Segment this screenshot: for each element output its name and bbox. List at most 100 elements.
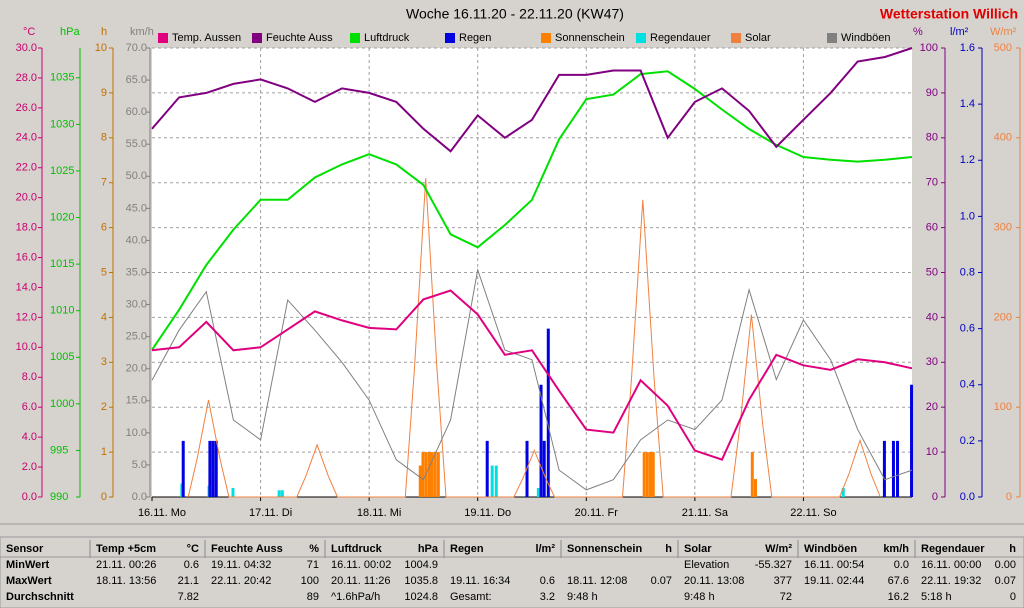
tick-label: 100	[994, 401, 1012, 413]
tick-label: 35.0	[126, 266, 147, 278]
legend-label: Windböen	[841, 32, 891, 44]
axis-unit: %	[913, 26, 923, 38]
tick-label: 12.0	[16, 311, 37, 323]
station-name: Wetterstation Willich	[880, 6, 1018, 22]
column-unit: °C	[187, 543, 199, 555]
tick-label: 995	[50, 444, 68, 456]
series-bar	[427, 452, 431, 497]
legend-swatch	[445, 33, 455, 43]
tick-label: 22.0	[16, 162, 37, 174]
cell-value: 0.07	[651, 575, 672, 587]
series-line	[151, 289, 913, 461]
cell-text: 22.11. 19:32	[921, 575, 981, 587]
series-bar	[882, 440, 886, 497]
legend-swatch	[252, 33, 262, 43]
tick-label: 1	[101, 446, 107, 458]
tick-label: 3	[101, 356, 107, 368]
tick-label: 1025	[50, 165, 74, 177]
series-bar	[651, 452, 655, 497]
column-unit: W/m²	[765, 543, 792, 555]
column-unit: h	[665, 543, 672, 555]
tick-label: 6.0	[22, 401, 37, 413]
tick-label: 45.0	[126, 202, 147, 214]
series-bar	[649, 452, 653, 497]
column-name: Windböen	[804, 543, 857, 555]
legend-label: Sonnenschein	[555, 32, 625, 44]
column-unit: h	[1009, 543, 1016, 555]
tick-label: 1010	[50, 305, 74, 317]
tick-label: 400	[994, 132, 1012, 144]
stats-table-bg	[0, 536, 1024, 608]
tick-label: 30	[926, 356, 938, 368]
tick-label: 0	[1006, 491, 1012, 503]
tick-label: 1000	[50, 398, 74, 410]
cell-value: 377	[774, 575, 792, 587]
tick-label: 80	[926, 132, 938, 144]
column-unit: l/m²	[535, 543, 555, 555]
stats-table: Sensor Temp +5cm °C Feuchte Auss% Luftdruck h…	[0, 540, 1024, 603]
tick-label: 70	[926, 177, 938, 189]
tick-label: 990	[50, 491, 68, 503]
series-bar	[418, 465, 422, 497]
row-label: MinWert	[6, 559, 50, 571]
cell-text: 20.11. 13:08	[684, 575, 744, 587]
axis-unit: °C	[23, 26, 35, 38]
tick-label: 1035	[50, 72, 74, 84]
column-name: Regen	[450, 543, 484, 555]
tick-label: 2	[101, 401, 107, 413]
tick-label: 20.0	[126, 363, 147, 375]
tick-label: 20.0	[16, 192, 37, 204]
axis-unit: km/h	[130, 26, 154, 38]
series-bar	[896, 440, 900, 497]
cell-value: 89	[307, 591, 319, 603]
tick-label: 65.0	[126, 74, 147, 86]
cell-value: -55.327	[755, 559, 792, 571]
tick-label: 25.0	[126, 331, 147, 343]
tick-label: 0.8	[960, 266, 975, 278]
series-bar	[891, 440, 895, 497]
series-line	[151, 47, 913, 153]
x-tick-label: 21.11. Sa	[682, 507, 729, 519]
column-name: Regendauer	[921, 543, 985, 555]
cell-text: 19.11. 04:32	[211, 559, 271, 571]
tick-label: 50	[926, 266, 938, 278]
cell-value: 71	[307, 559, 319, 571]
x-tick-label: 18.11. Mi	[357, 507, 401, 519]
tick-label: 0.0	[132, 491, 147, 503]
chart-title: Woche 16.11.20 - 22.11.20 (KW47)	[406, 6, 624, 22]
series-bar	[910, 384, 914, 497]
tick-label: 500	[994, 42, 1012, 54]
tick-label: 9	[101, 87, 107, 99]
tick-label: 14.0	[16, 281, 37, 293]
series-line	[187, 178, 881, 498]
tick-label: 0	[101, 491, 107, 503]
column-unit: km/h	[883, 543, 909, 555]
legend-label: Luftdruck	[364, 32, 410, 44]
cell-text: 20.11. 11:26	[331, 575, 391, 587]
legend-label: Feuchte Auss	[266, 32, 333, 44]
series-bar	[539, 384, 543, 497]
cell-value: 67.6	[888, 575, 909, 587]
cell-value: 0.0	[894, 559, 909, 571]
tick-label: 10.0	[126, 427, 147, 439]
tick-label: 40.0	[126, 234, 147, 246]
tick-label: 10	[95, 42, 107, 54]
series-bar	[211, 440, 215, 497]
tick-label: 4	[101, 311, 107, 323]
tick-label: 28.0	[16, 72, 37, 84]
cell-value: 1024.8	[404, 591, 438, 603]
tick-label: 16.0	[16, 251, 37, 263]
legend-label: Regendauer	[650, 32, 711, 44]
tick-label: 90	[926, 87, 938, 99]
tick-label: 1.6	[960, 42, 975, 54]
tick-label: 0.0	[22, 491, 37, 503]
legend-swatch	[350, 33, 360, 43]
cell-text: 5:18 h	[921, 591, 952, 603]
cell-text: 9:48 h	[684, 591, 715, 603]
series-bar	[750, 452, 754, 497]
series-bar	[436, 452, 440, 497]
tick-label: 2.0	[22, 461, 37, 473]
series-bar	[430, 452, 434, 497]
tick-label: 8.0	[22, 371, 37, 383]
